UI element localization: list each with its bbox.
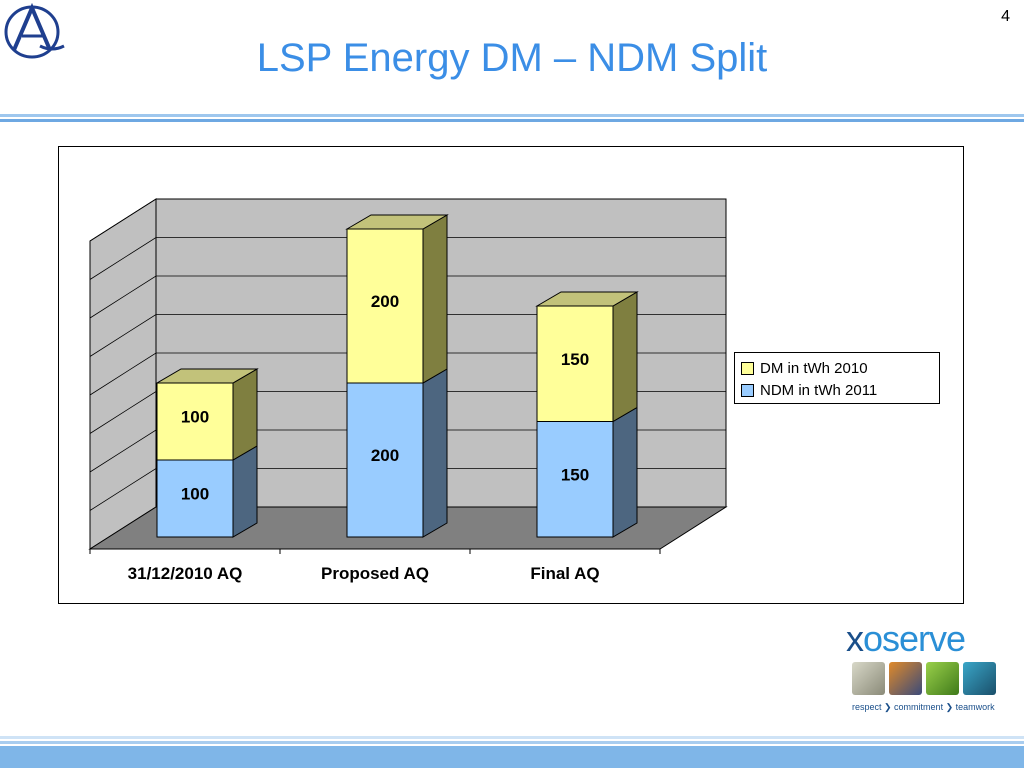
legend-item-ndm: NDM in tWh 2011 [741,379,939,401]
chart-gridline [89,237,726,280]
chart-gridline [89,275,726,319]
data-label-dm: 100 [181,408,209,427]
page-number: 4 [1001,8,1010,25]
chart-gridline [89,468,726,511]
x-tick-label: Final AQ [530,564,599,583]
x-tick-label: 31/12/2010 AQ [128,564,243,583]
xoserve-image-tiles [852,662,996,695]
bar-ndm-side [232,445,258,538]
bar-dm-side [232,368,258,461]
data-label-dm: 150 [561,350,589,369]
data-label-ndm: 150 [561,465,589,484]
legend-swatch-dm [741,361,754,375]
legend-label-ndm: NDM in tWh 2011 [760,381,878,399]
header-rule [0,114,1024,126]
xoserve-logo: xoserve respect ❯ commitment ❯ teamwork [846,618,1006,720]
bar-dm-side [422,214,448,384]
legend-label-dm: DM in tWh 2010 [760,359,868,377]
data-label-ndm: 200 [371,446,399,465]
slide-title: LSP Energy DM – NDM Split [256,36,768,80]
chart-gridline [89,352,726,396]
bar-ndm-side [422,368,448,538]
bar-dm-top [155,368,259,384]
footer-band [0,736,1024,768]
a-emblem-logo [4,2,65,59]
bar-ndm-front [346,382,424,538]
chart-gridline [89,391,726,434]
legend-swatch-ndm [741,383,754,397]
xoserve-tagline: respect ❯ commitment ❯ teamwork [852,702,995,712]
chart-legend: DM in tWh 2010 NDM in tWh 2011 [734,352,940,404]
bar-dm-side [612,291,638,423]
chart-gridline [89,198,726,242]
xoserve-wordmark: xoserve [846,618,966,659]
bar-ndm-side [612,406,638,538]
bar-dm-top [345,214,449,230]
chart-gridline [89,314,726,357]
stacked-bar-chart: 100 100 31/12/2010 AQ 200 200 Proposed AQ 150 1… [88,198,728,583]
legend-item-dm: DM in tWh 2010 [741,357,939,379]
chart-gridline [89,429,726,473]
bar-dm-front [536,305,614,422]
bar-dm-front [156,382,234,461]
bar-dm-top [535,291,639,307]
data-label-dm: 200 [371,292,399,311]
data-label-ndm: 100 [181,485,209,504]
x-tick-label: Proposed AQ [321,564,429,583]
bar-dm-front [346,228,424,384]
